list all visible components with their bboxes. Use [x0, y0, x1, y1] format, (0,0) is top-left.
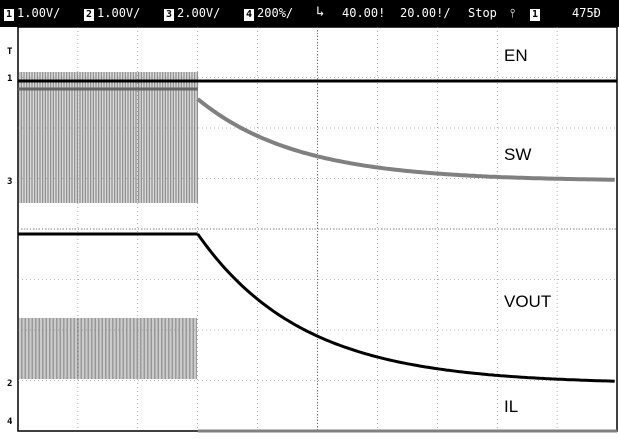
ch2-ground-marker[interactable]: 2	[7, 379, 13, 389]
trigger-source[interactable]: 1	[530, 6, 543, 21]
vout-decay-trace	[196, 233, 615, 383]
timebase-readout[interactable]: 20.00!/	[400, 6, 451, 20]
trigger-slope-icon: ⫯	[510, 6, 516, 20]
run-state[interactable]: Stop	[468, 6, 497, 20]
ch1-scale: 1.00V/	[17, 6, 61, 20]
trigger-source-badge: 1	[530, 9, 541, 21]
trigger-level-readout[interactable]: 475Ð	[572, 6, 601, 20]
ch1-badge: 1	[4, 9, 15, 21]
ch3-ground-marker[interactable]: 3	[7, 177, 13, 187]
ch2-scale-readout[interactable]: 2 1.00V/	[84, 6, 140, 21]
ch3-badge: 3	[164, 9, 175, 21]
ch4-scale: 200%/	[257, 6, 294, 20]
ch1-ground-marker[interactable]: 1	[7, 74, 13, 84]
ch2-badge: 2	[84, 9, 95, 21]
ch1-scale-readout[interactable]: 1 1.00V/	[4, 6, 60, 21]
il-ripple-waveform	[19, 318, 197, 379]
ch3-scale: 2.00V/	[177, 6, 221, 20]
il-trace-label: IL	[504, 397, 519, 416]
ch4-badge: 4	[244, 9, 255, 21]
waveform-screen: EN SW VOUT IL T 1 3 2 4	[0, 26, 619, 435]
delay-readout[interactable]: 40.00!	[342, 6, 386, 20]
ch4-ground-marker[interactable]: 4	[7, 417, 13, 427]
sw-decay-trace	[196, 97, 615, 182]
ch4-scale-readout[interactable]: 4 200%/	[244, 6, 293, 21]
ch3-scale-readout[interactable]: 3 2.00V/	[164, 6, 220, 21]
vout-trace-label: VOUT	[504, 292, 552, 311]
falling-edge-icon: ↳	[316, 4, 325, 20]
sw-trace-label: SW	[504, 145, 532, 164]
trigger-level-marker[interactable]: T	[7, 47, 13, 57]
sw-switching-waveform	[19, 72, 199, 203]
waveform-area	[17, 26, 618, 433]
waveform-traces	[18, 72, 617, 433]
en-trace-label: EN	[504, 46, 528, 65]
ch2-scale: 1.00V/	[97, 6, 141, 20]
status-bar: 1 1.00V/ 2 1.00V/ 3 2.00V/ 4 200%/ ↳ 40.00! …	[0, 0, 619, 27]
